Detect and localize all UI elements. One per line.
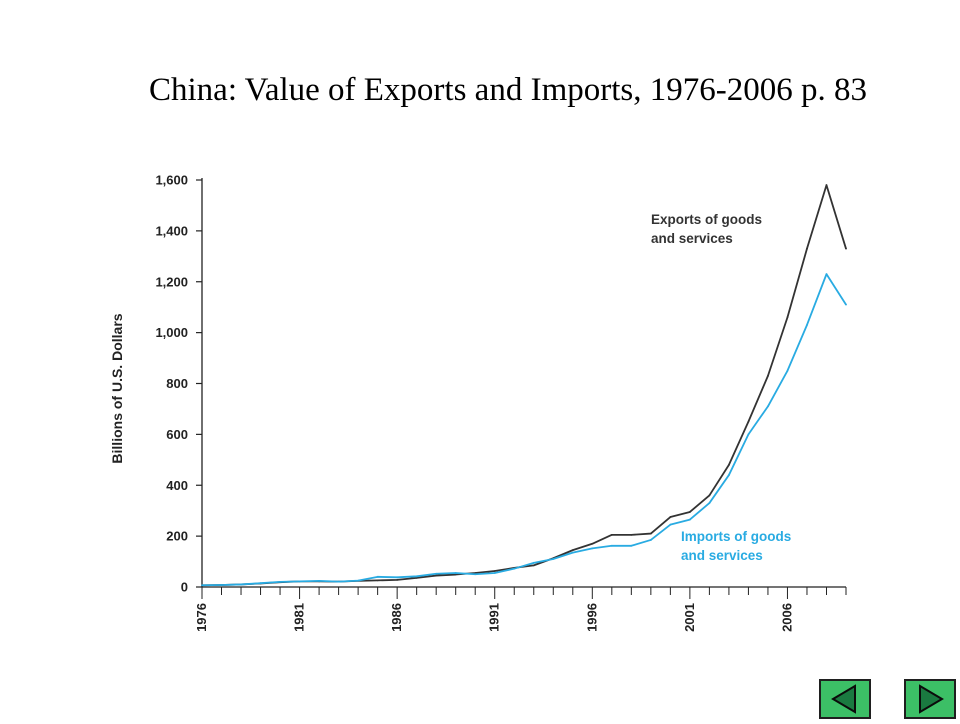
series-label-0: Exports of goods — [651, 212, 762, 227]
data-point-0 — [591, 542, 594, 545]
data-point-1 — [728, 474, 730, 476]
data-point-0 — [786, 316, 789, 319]
data-point-1 — [786, 369, 789, 372]
data-point-1 — [337, 580, 340, 583]
x-tick-label: 1986 — [389, 603, 404, 632]
data-point-1 — [298, 580, 301, 583]
data-point-1 — [610, 544, 613, 547]
y-axis-title: Billions of U.S. Dollars — [109, 313, 125, 463]
triangle-right-icon — [919, 684, 944, 714]
data-point-1 — [396, 576, 399, 579]
x-tick-label: 1991 — [487, 603, 502, 632]
y-tick-label: 1,000 — [155, 325, 188, 340]
data-point-1 — [532, 561, 535, 564]
data-point-0 — [415, 576, 418, 579]
data-point-0 — [708, 494, 711, 497]
data-point-0 — [532, 564, 535, 567]
data-point-1 — [591, 547, 594, 550]
data-point-1 — [474, 573, 477, 576]
data-point-0 — [630, 533, 633, 536]
series-line-1 — [201, 273, 847, 587]
slide-title: China: Value of Exports and Imports, 197… — [149, 72, 867, 108]
series-label-1: and services — [681, 548, 763, 563]
data-point-1 — [552, 558, 555, 560]
data-point-1 — [708, 502, 711, 504]
data-point-0 — [649, 532, 652, 535]
data-point-1 — [493, 572, 496, 574]
data-point-0 — [435, 574, 438, 577]
data-point-0 — [396, 578, 399, 581]
data-point-0 — [669, 516, 672, 518]
data-point-1 — [201, 584, 203, 587]
series-line-0 — [201, 184, 847, 587]
data-point-1 — [318, 579, 320, 582]
y-tick-label: 1,200 — [155, 274, 188, 289]
triangle-left-icon — [831, 684, 856, 714]
data-point-1 — [747, 433, 750, 436]
x-tick-label: 1981 — [292, 603, 307, 632]
data-point-0 — [747, 420, 750, 423]
data-point-0 — [493, 570, 496, 572]
y-tick-label: 200 — [166, 529, 188, 544]
data-point-1 — [806, 324, 808, 326]
data-point-1 — [630, 544, 633, 547]
data-point-0 — [845, 247, 847, 250]
data-point-1 — [279, 581, 281, 583]
x-tick-label: 2006 — [779, 603, 794, 632]
data-point-1 — [845, 303, 847, 306]
data-point-1 — [415, 575, 418, 578]
data-point-0 — [806, 247, 808, 250]
data-point-1 — [454, 572, 457, 574]
next-slide-button[interactable] — [904, 679, 956, 719]
x-tick-label: 2001 — [682, 603, 697, 632]
data-point-1 — [513, 567, 516, 570]
data-point-0 — [454, 573, 457, 576]
y-tick-label: 1,400 — [155, 223, 188, 238]
x-tick-label: 1976 — [194, 603, 209, 632]
button-face — [904, 679, 956, 719]
data-point-0 — [767, 374, 769, 377]
y-tick-label: 800 — [166, 376, 188, 391]
data-point-1 — [767, 405, 769, 408]
data-point-1 — [259, 582, 262, 585]
data-point-1 — [649, 539, 652, 541]
data-point-1 — [669, 523, 672, 526]
data-point-1 — [220, 584, 223, 586]
previous-slide-button[interactable] — [819, 679, 871, 719]
y-tick-label: 0 — [181, 580, 188, 595]
data-point-1 — [240, 583, 242, 586]
x-tick-label: 1996 — [584, 603, 599, 632]
data-point-0 — [376, 579, 379, 582]
data-point-1 — [435, 572, 438, 575]
data-point-0 — [571, 549, 574, 552]
data-point-1 — [571, 551, 574, 554]
series-label-0: and services — [651, 231, 733, 246]
data-point-0 — [728, 464, 730, 466]
y-tick-label: 400 — [166, 478, 188, 493]
data-point-1 — [688, 518, 691, 521]
y-tick-label: 600 — [166, 427, 188, 442]
series-label-1: Imports of goods — [681, 529, 791, 544]
data-point-0 — [610, 533, 613, 536]
data-point-1 — [376, 575, 379, 578]
data-point-0 — [688, 511, 691, 513]
data-point-1 — [825, 273, 828, 276]
data-point-1 — [357, 579, 360, 582]
y-tick-label: 1,600 — [155, 173, 188, 188]
data-point-0 — [825, 184, 828, 186]
